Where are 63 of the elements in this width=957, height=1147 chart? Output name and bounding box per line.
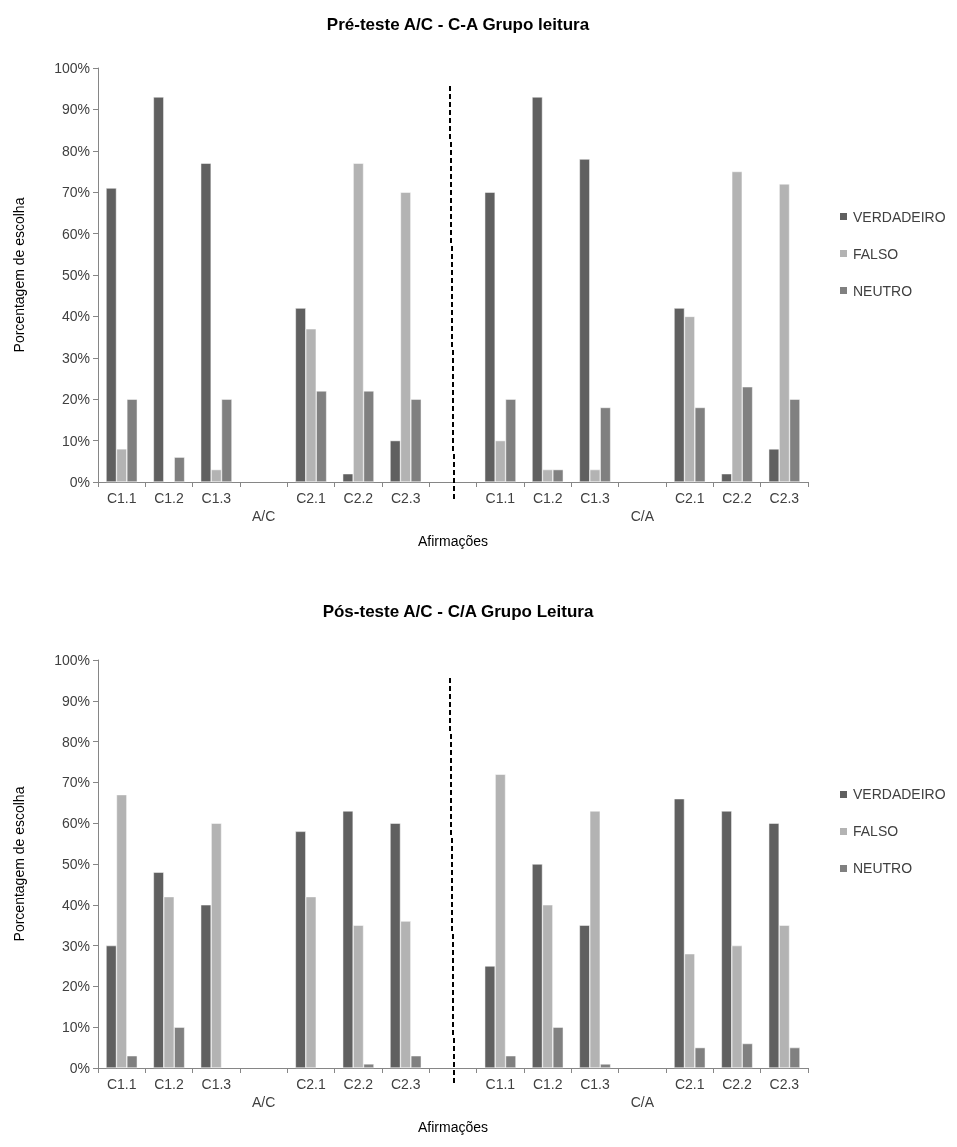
legend-label: NEUTRO bbox=[853, 860, 913, 877]
x-tick-label: C2.3 bbox=[769, 490, 800, 506]
y-axis-title: Porcentagem de escolha bbox=[11, 197, 27, 353]
y-tick-label: 90% bbox=[61, 101, 90, 118]
text: A/C bbox=[251, 508, 276, 524]
y-tick-label: 0% bbox=[69, 1060, 90, 1076]
x-axis-title: Afirmações bbox=[417, 1119, 489, 1135]
x-tick-label: C1.3 bbox=[201, 490, 232, 506]
y-tick-label: 70% bbox=[61, 184, 90, 201]
y-tick-label: 10% bbox=[61, 432, 90, 449]
x-tick-label: C2.3 bbox=[390, 490, 421, 506]
x-tick-label: C2.1 bbox=[296, 490, 326, 506]
x-tick-label: C2.1 bbox=[674, 490, 705, 506]
y-tick-label: 50% bbox=[61, 856, 90, 872]
x-tick-label: C2.1 bbox=[674, 1076, 705, 1092]
y-tick-label: 40% bbox=[61, 308, 90, 325]
x-tick-label: C2.1 bbox=[296, 1076, 326, 1092]
y-tick-label: 70% bbox=[61, 774, 90, 791]
x-tick-label: C1.3 bbox=[580, 1076, 610, 1092]
legend-label: VERDADEIRO bbox=[853, 786, 946, 803]
x-tick-label: C2.2 bbox=[343, 490, 374, 506]
legend-label: NEUTRO bbox=[853, 282, 913, 299]
y-axis-title: Porcentagem de escolha bbox=[11, 786, 27, 942]
x-tick-label: C2.2 bbox=[722, 490, 752, 506]
x-tick-label: C1.1 bbox=[106, 1076, 137, 1092]
legend-label: VERDADEIRO bbox=[853, 208, 946, 225]
y-tick-label: 80% bbox=[61, 733, 90, 750]
y-tick-label: 100% bbox=[54, 652, 90, 668]
x-tick-label: C2.3 bbox=[390, 1076, 421, 1092]
y-tick-label: 30% bbox=[61, 349, 90, 366]
x-tick-label: C1.1 bbox=[106, 490, 137, 506]
y-tick-label: 20% bbox=[61, 978, 90, 995]
chart-title: Pós-teste A/C - C/A Grupo Leitura bbox=[322, 602, 594, 621]
y-tick-label: 30% bbox=[61, 937, 90, 954]
legend-label: FALSO bbox=[853, 823, 899, 840]
x-tick-label: C1.1 bbox=[485, 1076, 516, 1092]
x-tick-label: C1.3 bbox=[201, 1076, 232, 1092]
y-tick-label: 60% bbox=[61, 225, 90, 242]
x-tick-label: C2.3 bbox=[769, 1076, 800, 1092]
legend-label: FALSO bbox=[853, 245, 899, 262]
x-tick-label: C2.2 bbox=[343, 1076, 374, 1092]
text: C/A bbox=[630, 508, 655, 524]
x-tick-label: C1.2 bbox=[154, 490, 184, 506]
y-tick-label: 50% bbox=[61, 267, 90, 283]
x-tick-label: C1.2 bbox=[532, 1076, 563, 1092]
y-tick-label: 90% bbox=[61, 692, 90, 709]
x-tick-label: C1.2 bbox=[154, 1076, 184, 1092]
y-tick-label: 60% bbox=[61, 815, 90, 832]
x-tick-label: C1.3 bbox=[580, 490, 610, 506]
x-tick-label: C2.2 bbox=[722, 1076, 752, 1092]
y-tick-label: 100% bbox=[54, 60, 90, 76]
y-tick-label: 40% bbox=[61, 896, 90, 913]
bar bbox=[153, 96, 164, 482]
x-tick-label: C1.2 bbox=[532, 490, 563, 506]
x-axis-title: Afirmações bbox=[417, 533, 489, 549]
y-tick-label: 80% bbox=[61, 142, 90, 159]
text: A/C bbox=[251, 1094, 276, 1110]
text: C/A bbox=[630, 1094, 655, 1110]
y-tick-label: 10% bbox=[61, 1019, 90, 1036]
x-tick-label: C1.1 bbox=[485, 490, 516, 506]
y-tick-label: 20% bbox=[61, 391, 90, 408]
y-tick-label: 0% bbox=[69, 474, 90, 490]
chart-title: Pré-teste A/C - C-A Grupo leitura bbox=[326, 15, 590, 34]
